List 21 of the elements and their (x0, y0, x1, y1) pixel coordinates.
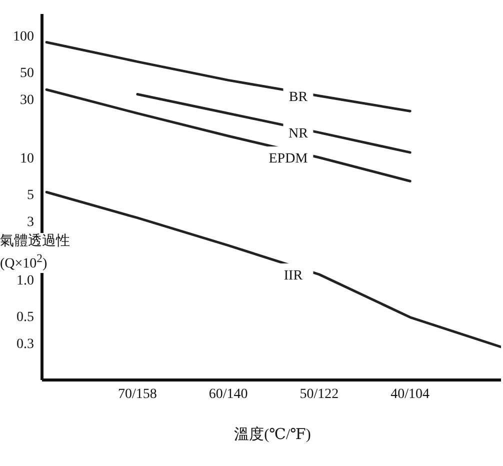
series-label: IIR (284, 268, 304, 284)
x-tick-label: 60/140 (208, 386, 248, 402)
line-series (136, 92, 412, 154)
series-label: BR (288, 90, 308, 105)
y-axis-title: 氣體透過性 (Q×10$^{2}$) (0, 233, 70, 273)
y-tick-label: 100 (13, 29, 34, 44)
y-tick-label: 5 (27, 188, 34, 204)
y-tick-label: 0.3 (16, 337, 34, 352)
y-tick-label: 50 (20, 66, 34, 82)
x-axis-title: 溫度(℃/℉) (233, 425, 312, 444)
x-tick-label: 70/158 (118, 386, 157, 402)
y-tick-label: 1.0 (16, 273, 34, 288)
x-tick-label: 50/122 (300, 386, 339, 402)
line-series (45, 41, 412, 112)
series-label: EPDM (268, 151, 308, 166)
x-tick-label: 40/104 (390, 386, 430, 402)
y-tick-label: 3 (27, 215, 34, 230)
series-label: NR (288, 126, 309, 142)
y-tick-label: 0.5 (16, 310, 34, 326)
y-tick-label: 10 (20, 151, 34, 166)
y-tick-label: 30 (20, 93, 34, 108)
